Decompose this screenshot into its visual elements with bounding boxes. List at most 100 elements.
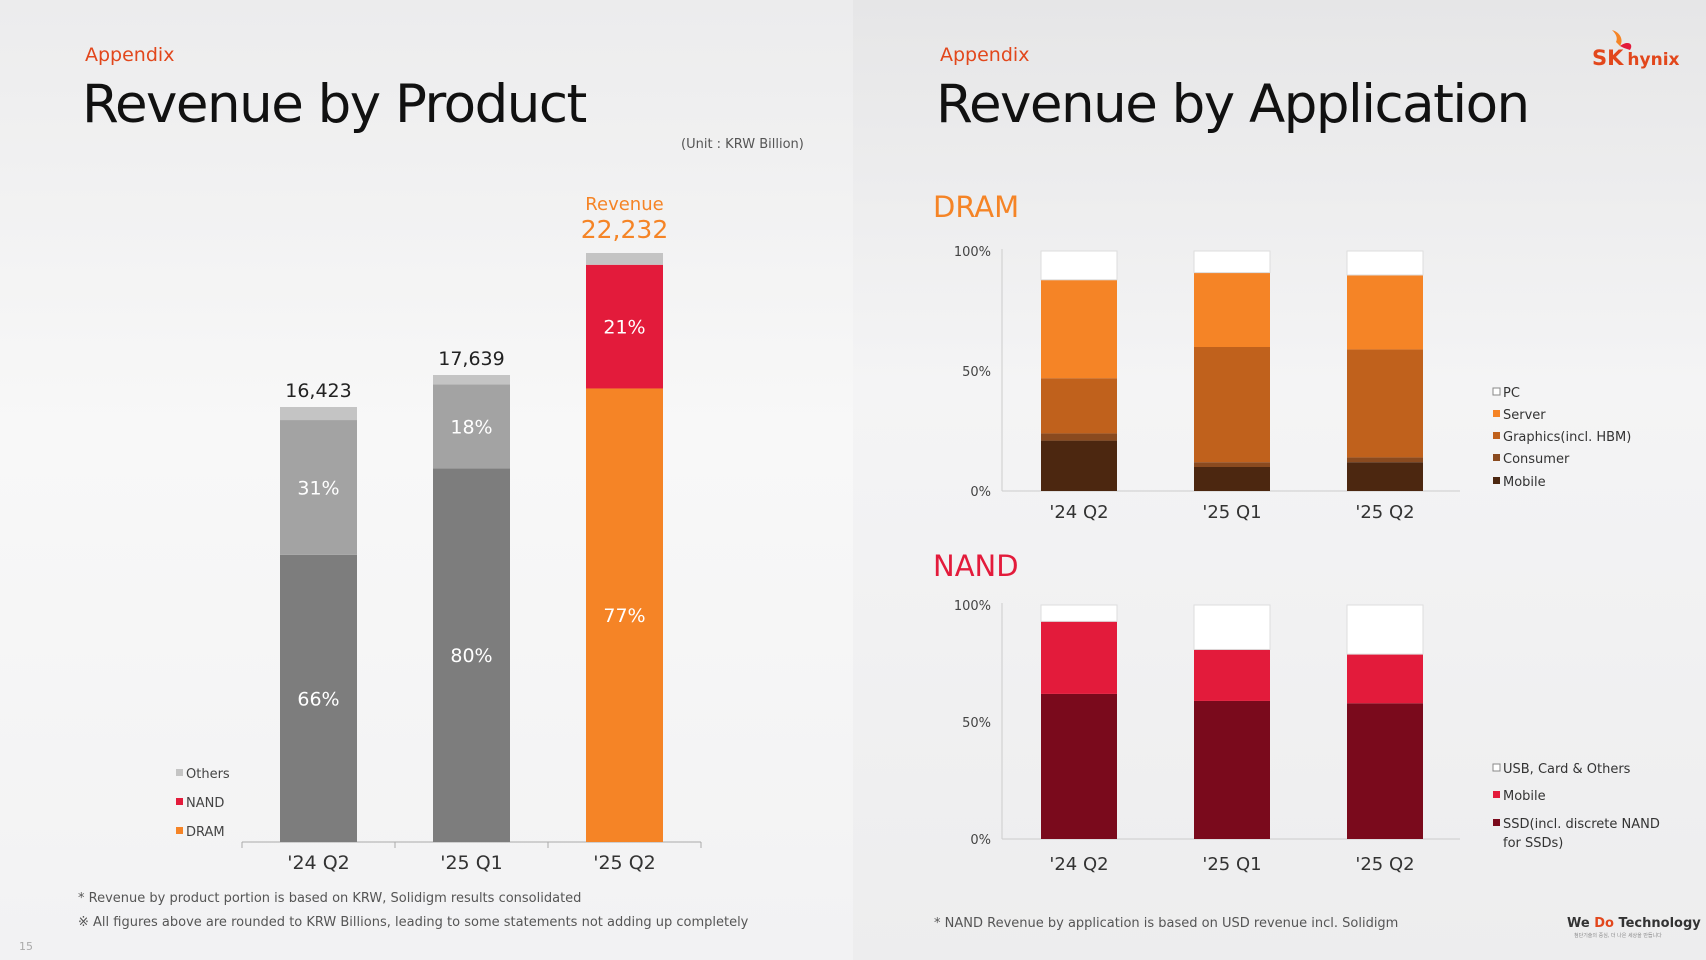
- dram-x-tick-label: '25 Q2: [1355, 502, 1414, 523]
- tagline-tech: Technology: [1613, 916, 1701, 931]
- product-bar-25-q1-seg-1: [433, 384, 510, 469]
- tagline-subtext: 첨단기술의 중심, 더 나은 세상을 만듭니다: [1574, 933, 1662, 939]
- product-legend-swatch-nand: [176, 798, 183, 805]
- sk-hynix-logo: SK hynix: [1592, 46, 1680, 70]
- nand-x-tick-label: '24 Q2: [1049, 854, 1108, 875]
- product-legend-swatch-dram: [176, 827, 183, 834]
- we-do-technology-tagline: We Do Technology: [1567, 916, 1701, 931]
- nand-section-title: NAND: [933, 549, 1019, 583]
- dram-bar-24-q2-mobile: [1041, 440, 1117, 491]
- product-bar-label: 77%: [603, 605, 645, 627]
- product-legend-dram: DRAM: [186, 825, 225, 840]
- dram-legend-swatch-graphics-incl-hbm: [1493, 432, 1500, 439]
- product-legend-others: Others: [186, 767, 230, 782]
- nand-legend-ssd-incl-discrete-nand-for-ssds: SSD(incl. discrete NAND: [1503, 817, 1660, 832]
- dram-section-title: DRAM: [933, 190, 1020, 224]
- product-revenue-label: Revenue: [585, 194, 663, 215]
- nand-bar-24-q2-ssd-incl-discrete-nand-for-ssds: [1041, 693, 1117, 839]
- product-bar-24-q2-seg-1: [280, 420, 357, 555]
- nand-bar-25-q1-mobile: [1194, 649, 1270, 701]
- nand-bar-25-q2-ssd-incl-discrete-nand-for-ssds: [1347, 703, 1423, 839]
- logo-hynix: hynix: [1627, 50, 1680, 70]
- left-appendix-label: Appendix: [85, 44, 175, 66]
- product-bar-24-q2-seg-2: [280, 407, 357, 421]
- footnote-nand-basis: * NAND Revenue by application is based o…: [934, 916, 1399, 931]
- dram-bar-25-q1-graphics-incl-hbm: [1194, 347, 1270, 463]
- page-number: 15: [19, 940, 33, 953]
- product-bar-25-q2-seg-1: [586, 264, 663, 389]
- dram-bar-24-q2-graphics-incl-hbm: [1041, 378, 1117, 434]
- dram-y-tick-label: 50%: [962, 365, 991, 380]
- dram-legend-swatch-consumer: [1493, 454, 1500, 461]
- dram-bar-25-q2-server: [1347, 275, 1423, 350]
- nand-legend-usb-card-others: USB, Card & Others: [1503, 762, 1631, 777]
- nand-bar-25-q1-ssd-incl-discrete-nand-for-ssds: [1194, 700, 1270, 839]
- nand-legend-swatch-ssd-incl-discrete-nand-for-ssds: [1493, 819, 1500, 826]
- dram-bar-25-q2-mobile: [1347, 462, 1423, 491]
- product-bar-label: 18%: [450, 416, 492, 438]
- product-bar-24-q2-seg-0: [280, 554, 357, 842]
- nand-bar-24-q2-usb-card-others: [1040, 604, 1118, 622]
- tagline-do: Do: [1594, 916, 1614, 931]
- nand-x-tick-label: '25 Q1: [1202, 854, 1261, 875]
- product-bar-label: 21%: [603, 317, 645, 339]
- product-bar-label: 80%: [450, 645, 492, 667]
- dram-bar-24-q2-consumer: [1041, 433, 1117, 441]
- nand-legend-swatch-usb-card-others: [1492, 763, 1501, 772]
- product-bar-25-q2-seg-2: [586, 253, 663, 265]
- nand-y-tick-label: 0%: [970, 833, 991, 848]
- nand-legend-mobile: Mobile: [1503, 789, 1546, 804]
- product-bar-label: 31%: [297, 477, 339, 499]
- nand-bar-25-q1-usb-card-others: [1193, 604, 1271, 650]
- dram-y-tick-label: 0%: [970, 485, 991, 500]
- nand-y-tick-label: 100%: [954, 599, 991, 614]
- dram-legend-swatch-pc: [1492, 387, 1501, 396]
- dram-bar-25-q1-pc: [1193, 250, 1271, 274]
- product-bar-25-q1-seg-2: [433, 375, 510, 385]
- right-appendix-label: Appendix: [940, 44, 1030, 66]
- product-legend-nand: NAND: [186, 796, 224, 811]
- right-panel: [853, 0, 1706, 960]
- product-total-label: 22,232: [581, 215, 668, 244]
- footnote-rounding: ※ All figures above are rounded to KRW B…: [78, 915, 749, 930]
- nand-x-tick-label: '25 Q2: [1355, 854, 1414, 875]
- nand-legend-swatch-mobile: [1493, 791, 1500, 798]
- product-x-tick-label: '25 Q2: [593, 852, 655, 874]
- dram-bar-24-q2-server: [1041, 279, 1117, 379]
- product-bar-25-q2-seg-0: [586, 388, 663, 842]
- sk-hynix-logo-icon: [1612, 30, 1632, 50]
- dram-legend-pc: PC: [1503, 386, 1520, 401]
- product-bar-25-q1-seg-0: [433, 468, 510, 842]
- nand-legend-ssd-incl-discrete-nand-for-ssds-line2: for SSDs): [1503, 836, 1563, 851]
- product-x-tick-label: '25 Q1: [440, 852, 502, 874]
- product-total-label: 17,639: [438, 348, 504, 370]
- dram-legend-swatch-server: [1493, 410, 1500, 417]
- logo-sk: SK: [1592, 46, 1624, 70]
- nand-bar-25-q2-usb-card-others: [1346, 604, 1424, 655]
- dram-x-tick-label: '24 Q2: [1049, 502, 1108, 523]
- dram-x-tick-label: '25 Q1: [1202, 502, 1261, 523]
- dram-legend-consumer: Consumer: [1503, 452, 1570, 467]
- dram-bar-25-q1-mobile: [1194, 467, 1270, 491]
- dram-bar-25-q1-consumer: [1194, 462, 1270, 467]
- dram-bar-25-q2-graphics-incl-hbm: [1347, 349, 1423, 458]
- dram-bar-25-q1-server: [1194, 272, 1270, 347]
- left-page-title: Revenue by Product: [82, 74, 587, 135]
- dram-bar-25-q2-consumer: [1347, 457, 1423, 463]
- dram-legend-server: Server: [1503, 408, 1546, 423]
- dram-legend-graphics-incl-hbm: Graphics(incl. HBM): [1503, 430, 1631, 445]
- unit-label: (Unit : KRW Billion): [681, 137, 804, 152]
- product-total-label: 16,423: [285, 380, 351, 402]
- product-bar-label: 66%: [297, 688, 339, 710]
- dram-y-tick-label: 100%: [954, 245, 991, 260]
- nand-bar-25-q2-mobile: [1347, 654, 1423, 704]
- nand-bar-24-q2-mobile: [1041, 621, 1117, 694]
- product-legend-swatch-others: [176, 769, 183, 776]
- dram-bar-24-q2-pc: [1040, 250, 1118, 281]
- tagline-we: We: [1567, 916, 1595, 931]
- left-panel: [0, 0, 853, 960]
- footnote-product-basis: * Revenue by product portion is based on…: [78, 891, 582, 906]
- dram-bar-25-q2-pc: [1346, 250, 1424, 276]
- nand-y-tick-label: 50%: [962, 716, 991, 731]
